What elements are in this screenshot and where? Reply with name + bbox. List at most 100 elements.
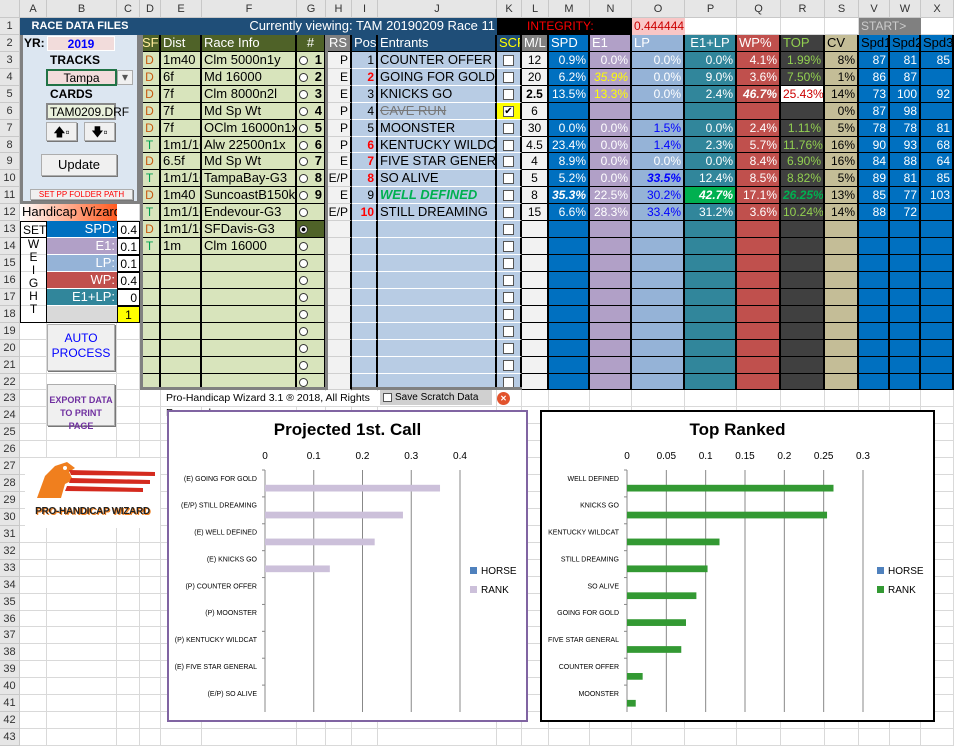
grid-cell[interactable] [117, 441, 140, 458]
row-header[interactable]: 38 [0, 644, 20, 661]
select-all-corner[interactable] [0, 0, 20, 18]
grid-cell[interactable] [140, 729, 161, 746]
grid-cell[interactable] [47, 577, 117, 594]
row-header[interactable]: 33 [0, 560, 20, 577]
scratch-checkbox[interactable] [503, 156, 514, 168]
grid-cell[interactable] [140, 424, 161, 441]
race-selector[interactable] [297, 255, 326, 272]
race-selector[interactable]: 7 [297, 153, 326, 170]
grid-cell[interactable] [685, 18, 737, 35]
radio-button[interactable] [299, 293, 308, 303]
race-selector[interactable]: 12 [297, 238, 326, 255]
row-header[interactable]: 23 [0, 390, 20, 407]
grid-cell[interactable] [117, 407, 140, 424]
row-header[interactable]: 26 [0, 441, 20, 458]
radio-button[interactable] [299, 174, 308, 184]
scratch-checkbox-cell[interactable] [497, 170, 522, 187]
row-header[interactable]: 39 [0, 661, 20, 678]
column-header[interactable]: W [890, 0, 921, 18]
grid-cell[interactable] [497, 390, 522, 407]
race-selector[interactable]: 11 [297, 221, 326, 238]
row-header[interactable]: 21 [0, 357, 20, 374]
grid-cell[interactable] [20, 526, 47, 543]
grid-cell[interactable] [20, 357, 47, 374]
scratch-checkbox[interactable]: ✔ [503, 106, 514, 118]
grid-cell[interactable] [140, 678, 161, 695]
row-header[interactable]: 9 [0, 153, 20, 170]
race-selector[interactable]: 4 [297, 103, 326, 120]
grid-cell[interactable] [737, 390, 781, 407]
row-header[interactable]: 19 [0, 323, 20, 340]
grid-cell[interactable] [20, 323, 47, 340]
column-header[interactable]: D [140, 0, 161, 18]
race-selector[interactable] [297, 357, 326, 374]
row-header[interactable]: 41 [0, 695, 20, 712]
grid-cell[interactable] [685, 390, 737, 407]
race-selector[interactable]: 9 [297, 187, 326, 204]
column-header[interactable]: G [297, 0, 326, 18]
scratch-checkbox[interactable] [503, 140, 514, 152]
scratch-checkbox-cell[interactable] [497, 221, 522, 238]
column-header[interactable]: F [202, 0, 297, 18]
column-header[interactable]: Q [737, 0, 781, 18]
grid-cell[interactable] [20, 678, 47, 695]
row-header[interactable]: 29 [0, 492, 20, 509]
row-header[interactable]: 14 [0, 238, 20, 255]
grid-cell[interactable] [522, 390, 549, 407]
scratch-checkbox-cell[interactable] [497, 204, 522, 221]
row-header[interactable]: 12 [0, 204, 20, 221]
grid-cell[interactable] [117, 594, 140, 611]
chevron-down-icon[interactable]: ▾ [117, 70, 133, 85]
scratch-checkbox-cell[interactable]: ✔ [497, 103, 522, 120]
column-header[interactable]: H [326, 0, 352, 18]
column-header[interactable]: K [497, 0, 522, 18]
radio-button[interactable] [299, 327, 308, 337]
grid-cell[interactable] [20, 712, 47, 729]
weight-value[interactable]: 0 [117, 289, 140, 306]
weight-value[interactable]: 0.4 [117, 272, 140, 289]
grid-cell[interactable] [117, 374, 140, 390]
grid-cell[interactable] [20, 340, 47, 357]
grid-cell[interactable] [47, 611, 117, 627]
radio-button[interactable] [299, 191, 308, 201]
grid-cell[interactable] [781, 18, 825, 35]
update-button[interactable]: Update [41, 154, 117, 176]
grid-cell[interactable] [117, 627, 140, 644]
column-header[interactable]: S [825, 0, 859, 18]
grid-cell[interactable] [20, 424, 47, 441]
row-header[interactable]: 24 [0, 407, 20, 424]
grid-cell[interactable] [117, 390, 140, 407]
grid-cell[interactable] [117, 204, 140, 221]
grid-cell[interactable] [47, 560, 117, 577]
grid-cell[interactable] [47, 695, 117, 712]
row-header[interactable]: 25 [0, 424, 20, 441]
grid-cell[interactable] [140, 577, 161, 594]
grid-cell[interactable] [20, 407, 47, 424]
save-scratch-checkbox[interactable] [383, 392, 392, 402]
grid-cell[interactable] [117, 424, 140, 441]
row-header[interactable]: 3 [0, 52, 20, 69]
column-header[interactable]: L [522, 0, 549, 18]
scratch-checkbox[interactable] [503, 89, 514, 101]
grid-cell[interactable] [825, 18, 859, 35]
race-selector[interactable]: 3 [297, 86, 326, 103]
row-header[interactable]: 20 [0, 340, 20, 357]
column-header[interactable]: R [781, 0, 825, 18]
grid-cell[interactable] [47, 594, 117, 611]
row-header[interactable]: 28 [0, 475, 20, 492]
row-header[interactable]: 34 [0, 577, 20, 594]
grid-cell[interactable] [161, 729, 202, 746]
radio-button[interactable] [299, 107, 308, 117]
grid-cell[interactable] [117, 526, 140, 543]
grid-cell[interactable] [117, 323, 140, 340]
grid-cell[interactable] [47, 678, 117, 695]
grid-cell[interactable] [20, 661, 47, 678]
column-header[interactable]: A [20, 0, 47, 18]
scratch-checkbox-cell[interactable] [497, 120, 522, 137]
row-header[interactable]: 40 [0, 678, 20, 695]
grid-cell[interactable] [20, 374, 47, 390]
start-button[interactable]: START> [859, 18, 921, 35]
grid-cell[interactable] [685, 729, 737, 746]
grid-cell[interactable] [202, 729, 297, 746]
auto-process-button[interactable]: AUTO PROCESS [47, 324, 115, 371]
